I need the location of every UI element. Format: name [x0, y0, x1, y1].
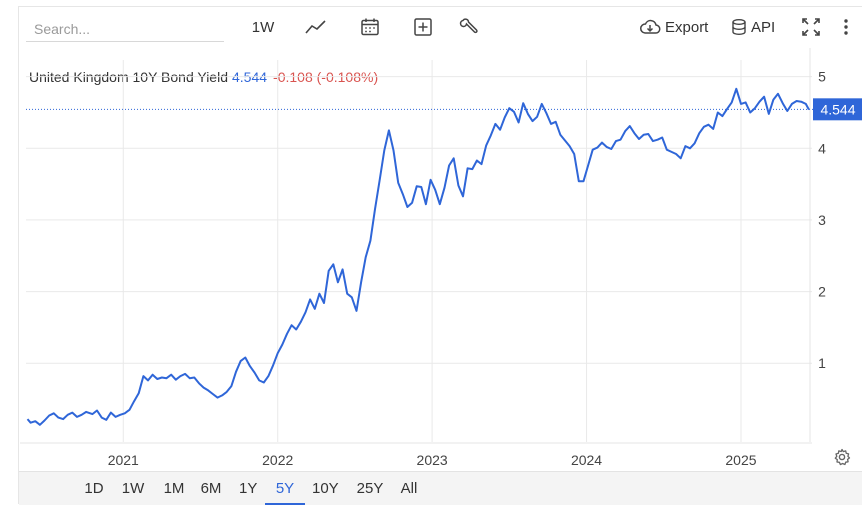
x-tick-label: 2024 — [571, 452, 602, 468]
x-tick-label: 2022 — [262, 452, 293, 468]
range-button-25y[interactable]: 25Y — [356, 480, 384, 497]
export-button[interactable]: Export — [639, 14, 713, 40]
range-button-1w[interactable]: 1W — [121, 480, 145, 497]
database-icon — [732, 19, 746, 35]
x-tick-label: 2023 — [417, 452, 448, 468]
range-button-5y[interactable]: 5Y — [275, 480, 295, 497]
price-tag-text: 4.544 — [820, 101, 855, 117]
y-tick-label: 3 — [818, 212, 826, 228]
range-button-1d[interactable]: 1D — [84, 480, 104, 497]
y-tick-label: 5 — [818, 69, 826, 85]
more-options-icon[interactable] — [838, 14, 854, 40]
settings-gear-icon[interactable] — [832, 447, 852, 467]
calendar-icon[interactable] — [358, 14, 382, 40]
price-tag: 4.544 — [813, 98, 862, 121]
range-button-1m[interactable]: 1M — [163, 480, 185, 497]
fullscreen-icon[interactable] — [800, 14, 822, 40]
chart-frame — [18, 6, 862, 504]
range-button-6m[interactable]: 6M — [200, 480, 222, 497]
y-tick-label: 1 — [818, 355, 826, 371]
search-input[interactable] — [26, 16, 224, 42]
series-line — [26, 87, 810, 426]
export-label: Export — [665, 18, 709, 36]
add-indicator-icon[interactable] — [411, 14, 435, 40]
x-tick-label: 2025 — [725, 452, 756, 468]
range-button-1y[interactable]: 1Y — [239, 480, 258, 497]
active-range-underline — [265, 503, 305, 505]
y-tick-label: 4 — [818, 140, 826, 156]
cloud-download-icon — [640, 19, 661, 34]
range-button-all[interactable]: All — [400, 480, 418, 497]
wrench-icon[interactable] — [457, 14, 481, 40]
range-selector-bar: 1D 1W 1M 6M 1Y 5Y 10Y 25Y All — [19, 471, 862, 505]
x-tick-label: 2021 — [108, 452, 139, 468]
y-tick-label: 2 — [818, 284, 826, 300]
api-button[interactable]: API — [731, 14, 777, 40]
line-chart-icon[interactable] — [304, 14, 328, 40]
interval-button[interactable]: 1W — [251, 18, 275, 36]
chart-plot[interactable]: 1 2 3 4 5 2021 2022 2023 2024 2025 4.544 — [0, 0, 862, 470]
api-label: API — [751, 18, 776, 36]
range-button-10y[interactable]: 10Y — [312, 480, 339, 497]
